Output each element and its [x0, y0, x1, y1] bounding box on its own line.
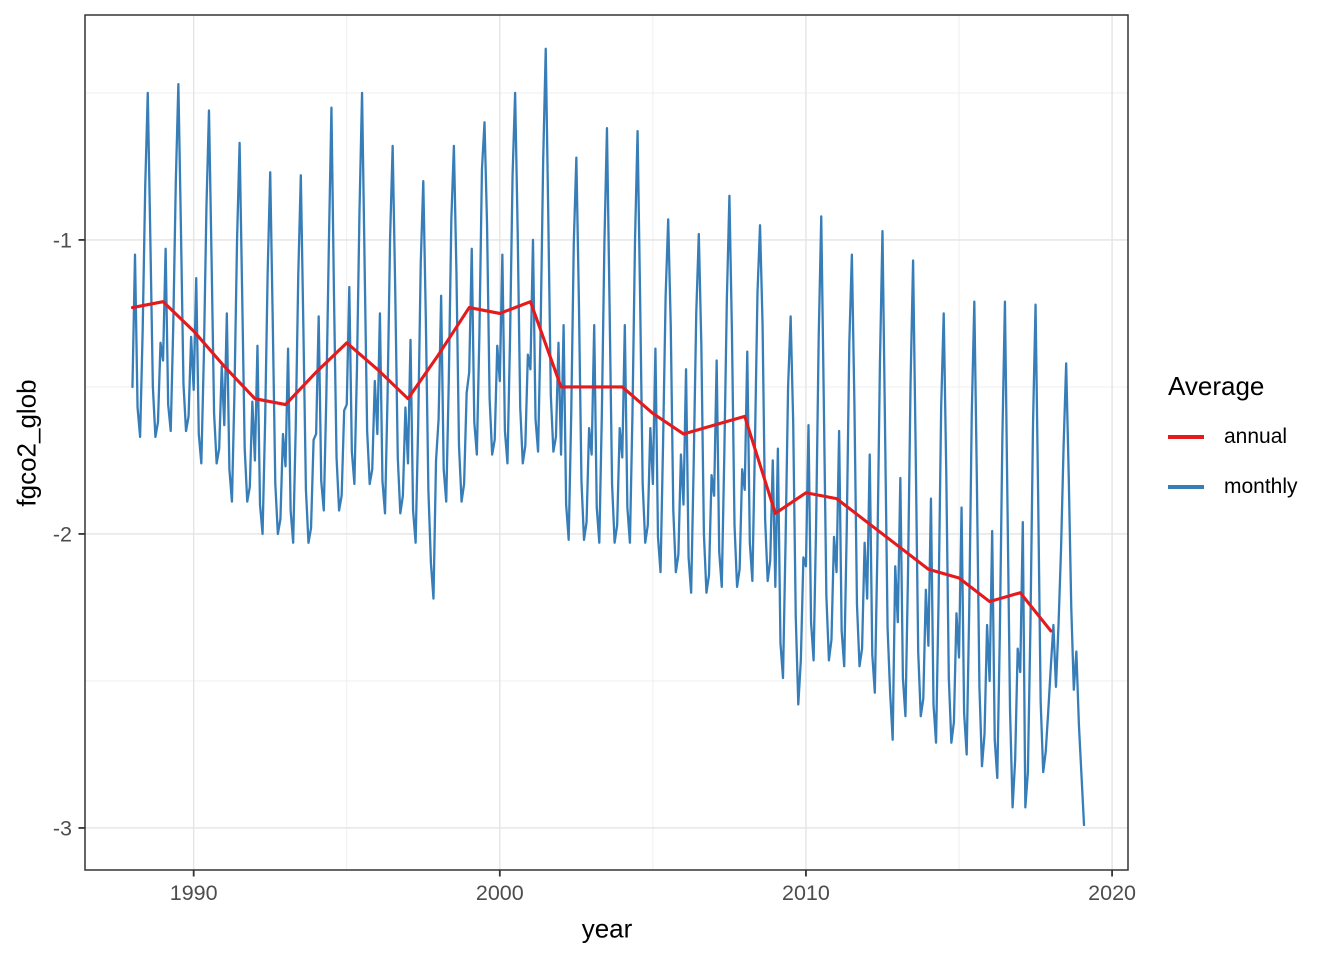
annual-line [130, 300, 1053, 633]
y-tick-label: -1 [53, 228, 72, 252]
monthly-line-swatch [1168, 485, 1204, 489]
x-tick-label: 2020 [1088, 881, 1136, 905]
monthly-line [131, 47, 1086, 827]
y-tick-label: -2 [53, 522, 72, 546]
legend-item-monthly: monthly [1168, 462, 1298, 512]
x-tick-label: 2010 [782, 881, 830, 905]
y-tick-label: -3 [53, 816, 72, 840]
x-axis-title: year [581, 913, 633, 944]
y-axis-title: fgco2_glob [11, 379, 42, 507]
legend-label-monthly: monthly [1224, 475, 1298, 498]
legend-item-annual: annual [1168, 412, 1298, 462]
annual-line-swatch [1168, 435, 1204, 439]
legend: Average annual monthly [1168, 371, 1298, 512]
x-tick-label: 2000 [476, 881, 524, 905]
x-tick-label: 1990 [170, 881, 218, 905]
legend-label-annual: annual [1224, 425, 1288, 448]
panel-border [84, 14, 1129, 871]
legend-title: Average [1168, 371, 1265, 401]
